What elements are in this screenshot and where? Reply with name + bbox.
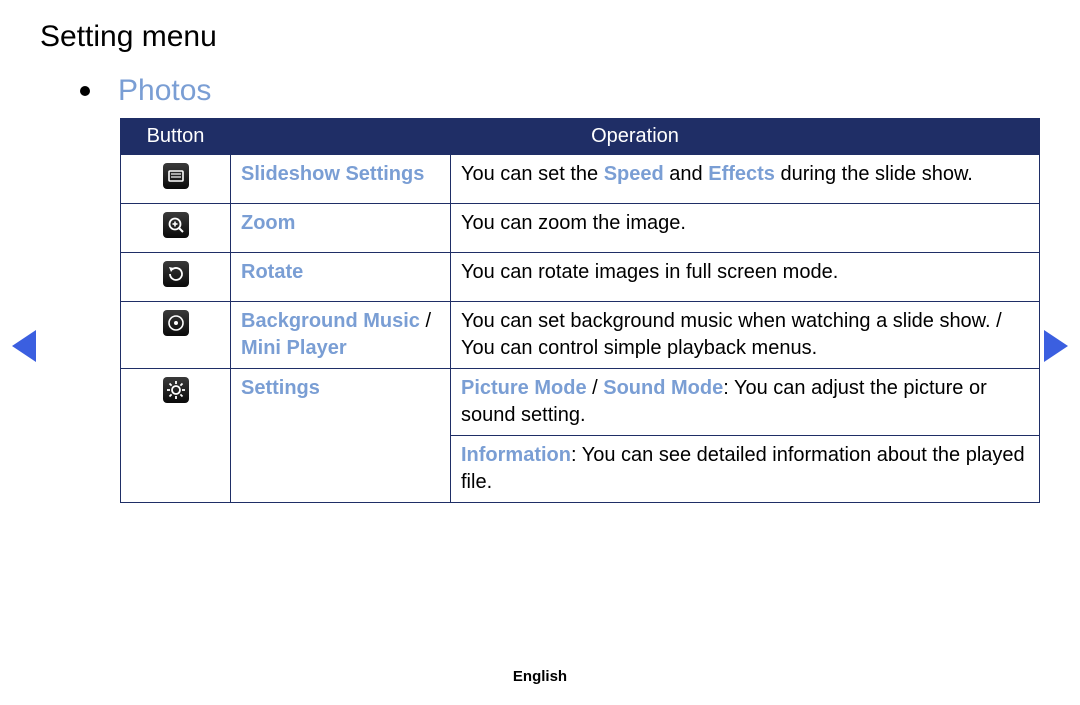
- text: You can set the: [461, 163, 604, 185]
- bgm-label-2: Mini Player: [241, 337, 347, 359]
- text: /: [420, 310, 431, 332]
- table-header-row: Button Operation: [121, 119, 1040, 155]
- prev-page-arrow[interactable]: [12, 330, 36, 362]
- label-cell: Background Music / Mini Player: [231, 302, 451, 369]
- desc-cell: Information: You can see detailed inform…: [451, 436, 1040, 503]
- settings-label: Settings: [241, 377, 320, 399]
- icon-cell: [121, 204, 231, 253]
- table-row: Background Music / Mini Player You can s…: [121, 302, 1040, 369]
- bullet-icon: [80, 86, 90, 96]
- zoom-icon: [163, 212, 189, 238]
- desc-cell: You can set background music when watchi…: [451, 302, 1040, 369]
- col-operation: Operation: [231, 119, 1040, 155]
- table-row: Rotate You can rotate images in full scr…: [121, 253, 1040, 302]
- text: and: [664, 163, 708, 185]
- zoom-label: Zoom: [241, 212, 295, 234]
- table-row: Settings Picture Mode / Sound Mode: You …: [121, 369, 1040, 436]
- keyword-picture-mode: Picture Mode: [461, 377, 587, 399]
- page: Setting menu Photos Button Operation Sli…: [0, 0, 1080, 705]
- section-header: Photos: [80, 74, 1040, 108]
- col-button: Button: [121, 119, 231, 155]
- keyword-speed: Speed: [604, 163, 664, 185]
- text: during the slide show.: [775, 163, 973, 185]
- desc-cell: Picture Mode / Sound Mode: You can adjus…: [451, 369, 1040, 436]
- keyword-sound-mode: Sound Mode: [603, 377, 723, 399]
- label-cell: Settings: [231, 369, 451, 503]
- slideshow-label: Slideshow Settings: [241, 163, 424, 185]
- desc-cell: You can zoom the image.: [451, 204, 1040, 253]
- keyword-effects: Effects: [708, 163, 775, 185]
- next-page-arrow[interactable]: [1044, 330, 1068, 362]
- section-name: Photos: [118, 74, 211, 108]
- icon-cell: [121, 155, 231, 204]
- footer-language: English: [0, 668, 1080, 685]
- rotate-icon: [163, 261, 189, 287]
- keyword-information: Information: [461, 444, 571, 466]
- label-cell: Rotate: [231, 253, 451, 302]
- icon-cell: [121, 369, 231, 503]
- bgm-label-1: Background Music: [241, 310, 420, 332]
- settings-icon: [163, 377, 189, 403]
- photos-settings-table: Button Operation Slideshow Settings You …: [120, 118, 1040, 503]
- music-icon: [163, 310, 189, 336]
- page-title: Setting menu: [40, 20, 1040, 54]
- label-cell: Zoom: [231, 204, 451, 253]
- text: /: [587, 377, 604, 399]
- desc-cell: You can set the Speed and Effects during…: [451, 155, 1040, 204]
- icon-cell: [121, 253, 231, 302]
- desc-cell: You can rotate images in full screen mod…: [451, 253, 1040, 302]
- table-row: Zoom You can zoom the image.: [121, 204, 1040, 253]
- rotate-label: Rotate: [241, 261, 303, 283]
- icon-cell: [121, 302, 231, 369]
- table-row: Slideshow Settings You can set the Speed…: [121, 155, 1040, 204]
- slideshow-icon: [163, 163, 189, 189]
- label-cell: Slideshow Settings: [231, 155, 451, 204]
